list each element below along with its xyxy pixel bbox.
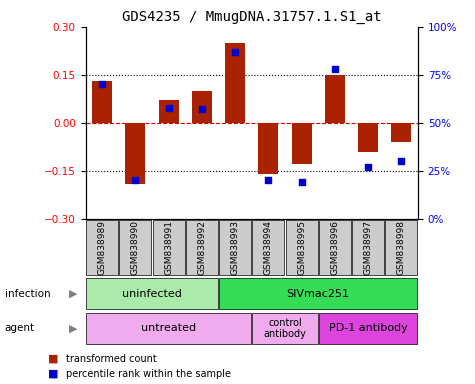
Text: ▶: ▶ <box>69 289 78 299</box>
Text: agent: agent <box>5 323 35 333</box>
FancyBboxPatch shape <box>385 220 418 275</box>
Bar <box>292 123 312 164</box>
Text: untreated: untreated <box>141 323 196 333</box>
Text: PD-1 antibody: PD-1 antibody <box>329 323 408 333</box>
Bar <box>325 75 345 123</box>
FancyBboxPatch shape <box>86 220 118 275</box>
FancyBboxPatch shape <box>152 220 185 275</box>
Text: GSM838990: GSM838990 <box>131 220 140 275</box>
Text: GSM838996: GSM838996 <box>331 220 339 275</box>
Text: SIVmac251: SIVmac251 <box>287 289 350 299</box>
FancyBboxPatch shape <box>86 278 218 310</box>
FancyBboxPatch shape <box>252 220 285 275</box>
Text: infection: infection <box>5 289 50 299</box>
Point <box>298 179 305 185</box>
Text: GSM838994: GSM838994 <box>264 220 273 275</box>
Bar <box>225 43 245 123</box>
Title: GDS4235 / MmugDNA.31757.1.S1_at: GDS4235 / MmugDNA.31757.1.S1_at <box>122 10 381 25</box>
Bar <box>358 123 378 152</box>
Point <box>364 164 372 170</box>
FancyBboxPatch shape <box>219 278 418 310</box>
Bar <box>192 91 212 123</box>
Point <box>331 66 339 72</box>
Point <box>265 177 272 184</box>
Bar <box>391 123 411 142</box>
FancyBboxPatch shape <box>352 220 384 275</box>
Point <box>165 104 172 111</box>
Bar <box>258 123 278 174</box>
FancyBboxPatch shape <box>319 313 418 344</box>
Bar <box>125 123 145 184</box>
FancyBboxPatch shape <box>86 313 251 344</box>
Text: GSM838993: GSM838993 <box>231 220 239 275</box>
Text: ■: ■ <box>48 369 58 379</box>
Bar <box>159 101 179 123</box>
Text: percentile rank within the sample: percentile rank within the sample <box>66 369 231 379</box>
Point <box>398 158 405 164</box>
Text: GSM838989: GSM838989 <box>98 220 106 275</box>
FancyBboxPatch shape <box>285 220 318 275</box>
Text: transformed count: transformed count <box>66 354 157 364</box>
Point <box>132 177 139 184</box>
Text: GSM838995: GSM838995 <box>297 220 306 275</box>
Text: ▶: ▶ <box>69 323 78 333</box>
FancyBboxPatch shape <box>219 220 251 275</box>
Point <box>198 106 206 113</box>
Text: uninfected: uninfected <box>122 289 182 299</box>
Text: GSM838997: GSM838997 <box>364 220 372 275</box>
FancyBboxPatch shape <box>186 220 218 275</box>
Point <box>231 49 239 55</box>
Text: GSM838991: GSM838991 <box>164 220 173 275</box>
FancyBboxPatch shape <box>252 313 318 344</box>
Text: GSM838992: GSM838992 <box>198 220 206 275</box>
FancyBboxPatch shape <box>119 220 152 275</box>
Point <box>98 81 106 88</box>
Text: ■: ■ <box>48 354 58 364</box>
FancyBboxPatch shape <box>319 220 351 275</box>
Bar <box>92 81 112 123</box>
Text: control
antibody: control antibody <box>264 318 306 339</box>
Text: GSM838998: GSM838998 <box>397 220 406 275</box>
